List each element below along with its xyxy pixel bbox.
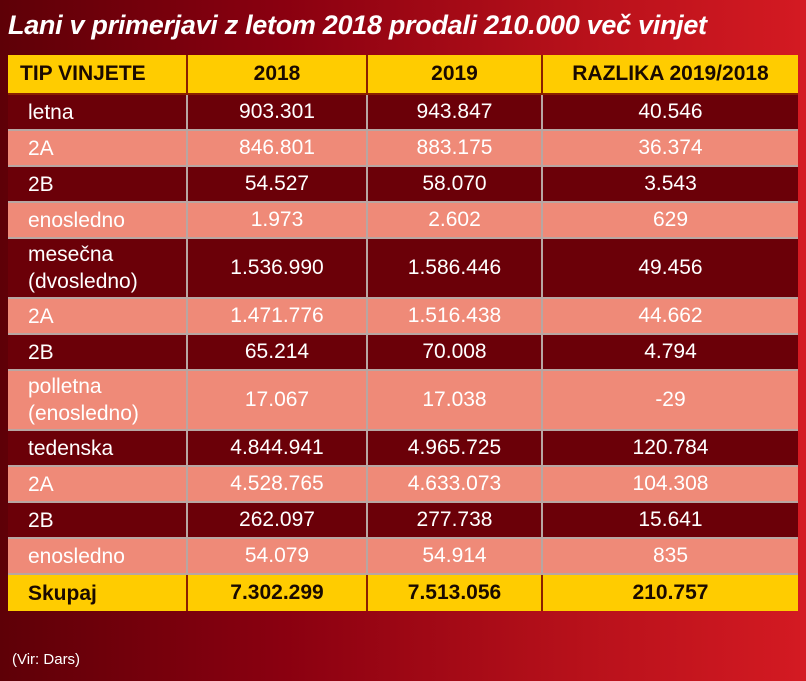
value-difference: 3.543 <box>543 167 798 203</box>
value-difference: -29 <box>543 371 798 431</box>
row-label: 2A <box>8 467 188 503</box>
table-row: mesečna (dvosledno) 1.536.990 1.586.446 49.… <box>8 239 798 299</box>
table-header-row: TIP VINJETE 2018 2019 RAZLIKA 2019/2018 <box>8 55 798 95</box>
value-2019: 58.070 <box>368 167 543 203</box>
value-2019: 4.965.725 <box>368 431 543 467</box>
column-header-difference: RAZLIKA 2019/2018 <box>543 55 798 95</box>
value-difference: 104.308 <box>543 467 798 503</box>
table-row: enosledno 1.973 2.602 629 <box>8 203 798 239</box>
column-header-2018: 2018 <box>188 55 368 95</box>
row-label: letna <box>8 95 188 131</box>
table-row: enosledno 54.079 54.914 835 <box>8 539 798 575</box>
value-2019: 883.175 <box>368 131 543 167</box>
value-2018: 1.536.990 <box>188 239 368 299</box>
table-row: 2A 1.471.776 1.516.438 44.662 <box>8 299 798 335</box>
value-2018: 65.214 <box>188 335 368 371</box>
total-label: Skupaj <box>8 575 188 611</box>
value-2019: 70.008 <box>368 335 543 371</box>
table-body: letna 903.301 943.847 40.546 2A 846.801 883.17… <box>8 95 798 611</box>
row-label: 2B <box>8 167 188 203</box>
value-2019: 54.914 <box>368 539 543 575</box>
value-difference: 629 <box>543 203 798 239</box>
value-difference: 4.794 <box>543 335 798 371</box>
total-difference: 210.757 <box>543 575 798 611</box>
value-difference: 44.662 <box>543 299 798 335</box>
value-2018: 4.528.765 <box>188 467 368 503</box>
row-label: polletna (enosledno) <box>8 371 188 431</box>
value-2018: 1.471.776 <box>188 299 368 335</box>
total-row: Skupaj 7.302.299 7.513.056 210.757 <box>8 575 798 611</box>
value-difference: 40.546 <box>543 95 798 131</box>
vignette-sales-table: TIP VINJETE 2018 2019 RAZLIKA 2019/2018 … <box>8 55 798 611</box>
value-2019: 277.738 <box>368 503 543 539</box>
value-2018: 54.527 <box>188 167 368 203</box>
row-label: 2B <box>8 503 188 539</box>
table-row: letna 903.301 943.847 40.546 <box>8 95 798 131</box>
value-2019: 17.038 <box>368 371 543 431</box>
value-2018: 846.801 <box>188 131 368 167</box>
value-difference: 36.374 <box>543 131 798 167</box>
row-label: enosledno <box>8 539 188 575</box>
value-2018: 17.067 <box>188 371 368 431</box>
table-row: 2B 65.214 70.008 4.794 <box>8 335 798 371</box>
row-label: mesečna (dvosledno) <box>8 239 188 299</box>
value-2018: 903.301 <box>188 95 368 131</box>
value-2018: 4.844.941 <box>188 431 368 467</box>
value-difference: 835 <box>543 539 798 575</box>
row-label: 2A <box>8 299 188 335</box>
column-header-2019: 2019 <box>368 55 543 95</box>
value-2018: 54.079 <box>188 539 368 575</box>
value-2018: 262.097 <box>188 503 368 539</box>
column-header-type: TIP VINJETE <box>8 55 188 95</box>
value-2018: 1.973 <box>188 203 368 239</box>
chart-title: Lani v primerjavi z letom 2018 prodali 2… <box>8 10 707 40</box>
table-row: polletna (enosledno) 17.067 17.038 -29 <box>8 371 798 431</box>
table-row: tedenska 4.844.941 4.965.725 120.784 <box>8 431 798 467</box>
row-label: tedenska <box>8 431 188 467</box>
value-2019: 1.516.438 <box>368 299 543 335</box>
value-2019: 1.586.446 <box>368 239 543 299</box>
value-difference: 120.784 <box>543 431 798 467</box>
value-2019: 4.633.073 <box>368 467 543 503</box>
row-label: enosledno <box>8 203 188 239</box>
table-row: 2A 846.801 883.175 36.374 <box>8 131 798 167</box>
source-note: (Vir: Dars) <box>12 651 81 668</box>
value-2019: 2.602 <box>368 203 543 239</box>
value-difference: 49.456 <box>543 239 798 299</box>
table-row: 2B 54.527 58.070 3.543 <box>8 167 798 203</box>
total-2018: 7.302.299 <box>188 575 368 611</box>
table-row: 2A 4.528.765 4.633.073 104.308 <box>8 467 798 503</box>
total-2019: 7.513.056 <box>368 575 543 611</box>
value-difference: 15.641 <box>543 503 798 539</box>
row-label: 2A <box>8 131 188 167</box>
table-row: 2B 262.097 277.738 15.641 <box>8 503 798 539</box>
row-label: 2B <box>8 335 188 371</box>
value-2019: 943.847 <box>368 95 543 131</box>
